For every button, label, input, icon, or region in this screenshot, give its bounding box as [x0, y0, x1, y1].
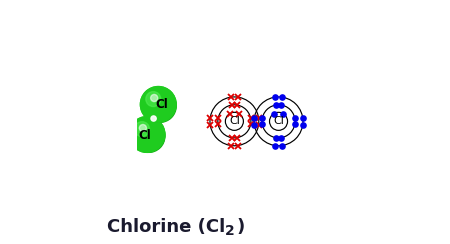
- Text: Cl: Cl: [155, 98, 168, 111]
- Circle shape: [151, 94, 158, 102]
- Text: Cl: Cl: [229, 116, 240, 126]
- Circle shape: [135, 122, 149, 137]
- Circle shape: [140, 124, 147, 132]
- Circle shape: [133, 120, 165, 152]
- Text: 2: 2: [225, 224, 235, 238]
- Text: Cl: Cl: [273, 116, 284, 126]
- Circle shape: [129, 117, 165, 152]
- Circle shape: [151, 116, 156, 121]
- Text: ): ): [236, 218, 244, 236]
- Circle shape: [129, 117, 165, 152]
- Circle shape: [140, 87, 176, 122]
- Circle shape: [144, 90, 176, 122]
- Circle shape: [146, 92, 161, 107]
- Circle shape: [140, 87, 176, 122]
- Text: Chlorine (Cl: Chlorine (Cl: [107, 218, 225, 236]
- Text: Cl: Cl: [139, 129, 152, 142]
